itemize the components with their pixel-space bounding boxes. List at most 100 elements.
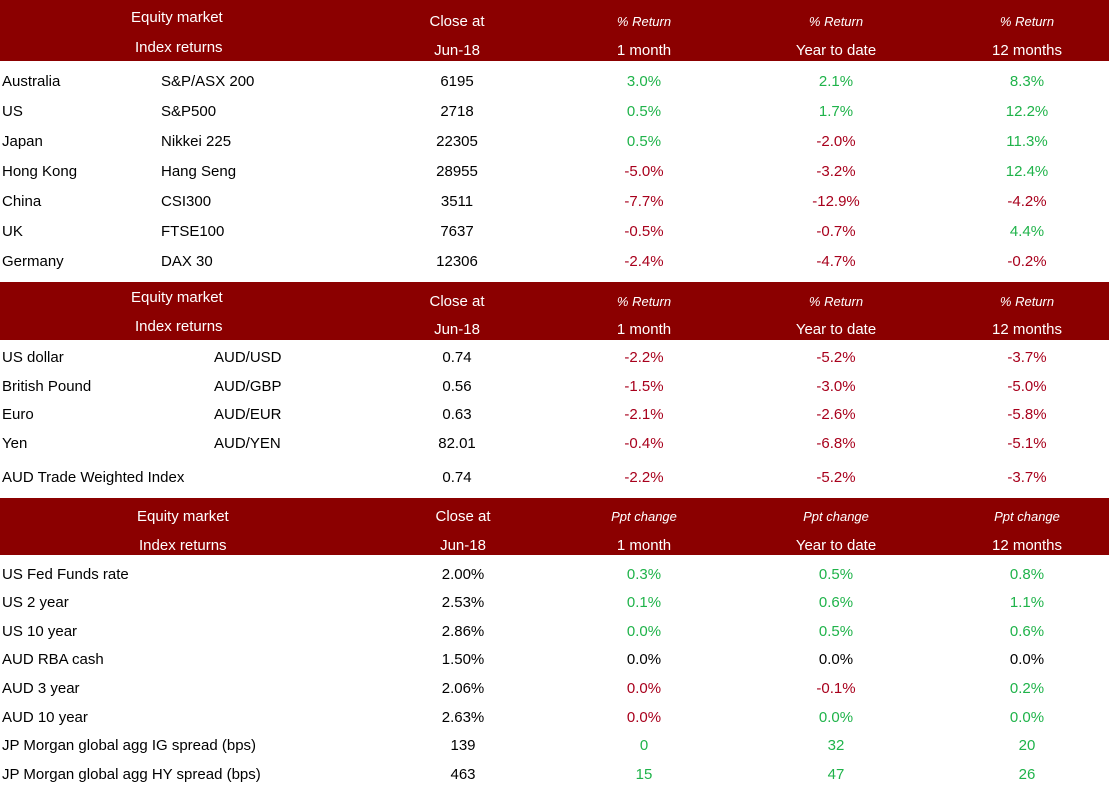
row-name: British Pound — [2, 378, 92, 395]
row-close: 22305 — [436, 133, 478, 150]
row-name: Germany — [2, 253, 64, 270]
header-col1-top: Close at — [429, 293, 485, 310]
row-index: DAX 30 — [161, 253, 213, 270]
row-1-month: 3.0% — [626, 73, 662, 90]
row-close: 6195 — [440, 73, 474, 90]
row-year-to-date: 47 — [827, 766, 845, 783]
row-name: JP Morgan global agg HY spread (bps) — [2, 766, 261, 783]
row-name: AUD RBA cash — [2, 651, 104, 668]
row-year-to-date: -2.0% — [816, 133, 856, 150]
row-1-month: 0.5% — [626, 103, 662, 120]
row-year-to-date: -2.6% — [816, 406, 856, 423]
row-index: AUD/YEN — [214, 435, 281, 452]
table-row: AUD 3 year 2.06% 0.0% -0.1% 0.2% — [0, 677, 1109, 705]
table-row: British Pound AUD/GBP 0.56 -1.5% -3.0% -5.0% — [0, 375, 1109, 403]
header-col1-bottom: Jun-18 — [434, 321, 480, 338]
header-col2-top: Ppt change — [611, 509, 677, 524]
row-name: Japan — [2, 133, 43, 150]
table-row: JP Morgan global agg IG spread (bps) 139 0… — [0, 734, 1109, 762]
row-year-to-date: -5.2% — [816, 349, 856, 366]
row-year-to-date: 1.7% — [818, 103, 854, 120]
header-col1-top: Close at — [429, 13, 485, 30]
row-12-months: 12.2% — [1005, 103, 1049, 120]
header-col4-top: % Return — [999, 294, 1055, 309]
row-name: US 10 year — [2, 623, 78, 640]
row-name: AUD 10 year — [2, 709, 88, 726]
row-name: US dollar — [2, 349, 64, 366]
table-row: JP Morgan global agg HY spread (bps) 463 1… — [0, 763, 1109, 791]
row-close: 0.74 — [442, 349, 472, 366]
equity-header: Equity market Index returns Close at Jun… — [0, 0, 1109, 61]
table-row: UK FTSE100 7637 -0.5% -0.7% 4.4% — [0, 220, 1109, 248]
row-name: Euro — [2, 406, 34, 423]
header-col2-top: % Return — [616, 14, 672, 29]
row-1-month: 15 — [635, 766, 653, 783]
row-close: 2.86% — [441, 623, 485, 640]
row-year-to-date: 0.0% — [818, 709, 854, 726]
row-year-to-date: 0.5% — [818, 623, 854, 640]
row-1-month: -0.5% — [624, 223, 664, 240]
table-row: AUD 10 year 2.63% 0.0% 0.0% 0.0% — [0, 706, 1109, 734]
row-year-to-date: 0.0% — [818, 651, 854, 668]
row-close: 0.74 — [442, 469, 472, 486]
row-index: S&P/ASX 200 — [161, 73, 255, 90]
row-12-months: 8.3% — [1009, 73, 1045, 90]
header-col3-bottom: Year to date — [795, 42, 877, 59]
row-close: 2.63% — [441, 709, 485, 726]
row-index: CSI300 — [161, 193, 212, 210]
header-col3-bottom: Year to date — [795, 321, 877, 338]
row-1-month: -0.4% — [624, 435, 664, 452]
row-year-to-date: 32 — [827, 737, 845, 754]
row-1-month: 0.0% — [626, 651, 662, 668]
row-name: Hong Kong — [2, 163, 78, 180]
row-year-to-date: 2.1% — [818, 73, 854, 90]
table-row: Euro AUD/EUR 0.63 -2.1% -2.6% -5.8% — [0, 403, 1109, 431]
header-title2: Index returns — [135, 318, 223, 335]
row-year-to-date: -3.0% — [816, 378, 856, 395]
header-col3-top: Ppt change — [803, 509, 869, 524]
row-name: AUD 3 year — [2, 680, 80, 697]
header-title1: Equity market — [131, 9, 223, 26]
rates-header: Equity market Index returns Close at Jun… — [0, 498, 1109, 555]
header-col3-top: % Return — [808, 294, 864, 309]
header-col3-bottom: Year to date — [795, 537, 877, 554]
table-row: Hong Kong Hang Seng 28955 -5.0% -3.2% 12.4% — [0, 160, 1109, 188]
row-close: 0.56 — [442, 378, 472, 395]
row-close: 2.53% — [441, 594, 485, 611]
row-close: 0.63 — [442, 406, 472, 423]
table-row: Australia S&P/ASX 200 6195 3.0% 2.1% 8.3% — [0, 70, 1109, 98]
header-col4-bottom: 12 months — [991, 321, 1063, 338]
header-col1-bottom: Jun-18 — [440, 537, 486, 554]
row-close: 82.01 — [438, 435, 476, 452]
row-index: Nikkei 225 — [161, 133, 232, 150]
row-1-month: -5.0% — [624, 163, 664, 180]
row-12-months: 12.4% — [1005, 163, 1049, 180]
header-col1-bottom: Jun-18 — [434, 42, 480, 59]
row-12-months: 11.3% — [1006, 133, 1048, 150]
row-close: 7637 — [440, 223, 474, 240]
row-1-month: 0.3% — [626, 566, 662, 583]
row-index: S&P500 — [161, 103, 217, 120]
row-1-month: 0.0% — [626, 623, 662, 640]
row-year-to-date: -4.7% — [816, 253, 856, 270]
row-close: 463 — [450, 766, 476, 783]
header-col4-top: Ppt change — [994, 509, 1060, 524]
row-close: 2.06% — [441, 680, 485, 697]
currency-header: Equity market Index returns Close at Jun… — [0, 282, 1109, 340]
table-row: Germany DAX 30 12306 -2.4% -4.7% -0.2% — [0, 250, 1109, 278]
table-row: AUD Trade Weighted Index 0.74 -2.2% -5.2% -3… — [0, 466, 1109, 494]
header-col2-bottom: 1 month — [616, 537, 672, 554]
row-index: Hang Seng — [161, 163, 237, 180]
row-1-month: 0.5% — [626, 133, 662, 150]
row-index: FTSE100 — [161, 223, 225, 240]
row-year-to-date: -12.9% — [812, 193, 860, 210]
row-year-to-date: -5.2% — [816, 469, 856, 486]
row-12-months: 4.4% — [1009, 223, 1045, 240]
table-row: Japan Nikkei 225 22305 0.5% -2.0% 11.3% — [0, 130, 1109, 158]
header-col1-top: Close at — [435, 508, 491, 525]
table-row: US Fed Funds rate 2.00% 0.3% 0.5% 0.8% — [0, 563, 1109, 591]
row-1-month: 0.0% — [626, 680, 662, 697]
row-1-month: -7.7% — [624, 193, 664, 210]
row-year-to-date: 0.5% — [818, 566, 854, 583]
row-name: JP Morgan global agg IG spread (bps) — [2, 737, 257, 754]
